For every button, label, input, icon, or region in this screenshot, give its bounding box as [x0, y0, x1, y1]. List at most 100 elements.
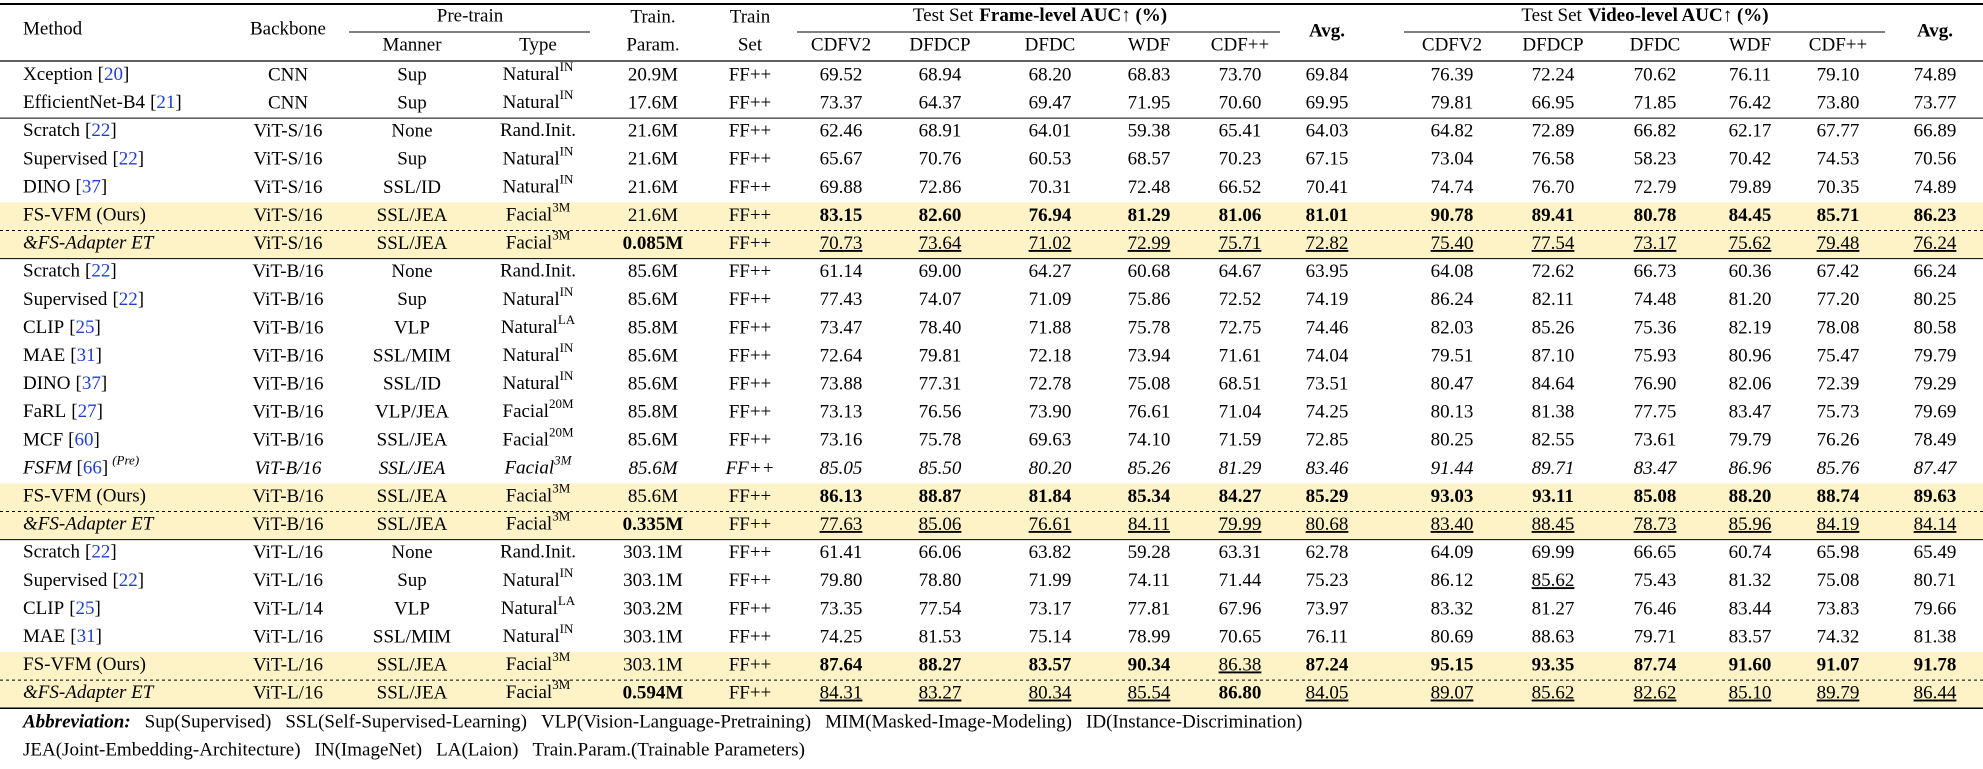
score-cell: 69.00: [919, 261, 962, 282]
score-cell: 72.48: [1128, 177, 1171, 198]
header-pretrain: Pre-train: [437, 5, 504, 26]
score-cell: 64.01: [1029, 121, 1072, 142]
cite-num: 25: [76, 317, 95, 338]
score-cell: 69.88: [820, 177, 863, 198]
score-cell: 65.67: [820, 149, 863, 170]
backbone-cell: ViT-L/14: [253, 598, 323, 619]
citation: [21]: [150, 92, 182, 113]
method-cell: FSFM [66] (Pre): [22, 453, 139, 479]
avg-cell: 78.49: [1914, 430, 1957, 451]
type-sup: IN: [560, 172, 574, 187]
score-cell: 70.31: [1029, 177, 1072, 198]
type-name: Facial: [506, 233, 552, 254]
avg-cell: 69.84: [1306, 64, 1349, 85]
params-cell: 303.2M: [623, 598, 683, 619]
score-cell: 64.27: [1029, 261, 1072, 282]
score-cell: 73.90: [1029, 402, 1072, 423]
footnote-item: MIM(Masked-Image-Modeling): [825, 712, 1072, 733]
type-cell: NaturalLA: [501, 593, 576, 619]
avg-cell: 70.41: [1306, 177, 1349, 198]
method-name: FaRL: [23, 402, 66, 423]
bracket: [: [69, 598, 75, 619]
params-cell: 21.6M: [628, 121, 678, 142]
type-name: Facial: [503, 402, 549, 423]
bracket: ]: [138, 570, 144, 591]
score-cell: 62.46: [820, 121, 863, 142]
method-name: &FS-Adapter ET: [23, 233, 155, 254]
avg-cell: 62.78: [1306, 542, 1349, 563]
score-cell: 81.20: [1729, 289, 1772, 310]
score-cell: 64.37: [919, 92, 962, 113]
score-cell: 73.83: [1817, 598, 1860, 619]
manner-cell: SSL/JEA: [379, 458, 446, 479]
method-cell: Supervised [22]: [23, 289, 144, 310]
avg-cell: 81.01: [1306, 205, 1349, 226]
score-cell: 64.08: [1431, 261, 1474, 282]
score-cell: 78.99: [1128, 626, 1171, 647]
avg-cell: 74.19: [1306, 289, 1349, 310]
manner-cell: SSL/JEA: [377, 205, 448, 226]
bracket: [: [70, 626, 76, 647]
method-cell: FS-VFM (Ours): [23, 654, 146, 675]
score-cell: 66.52: [1219, 177, 1262, 198]
avg-cell: 87.47: [1914, 458, 1958, 479]
score-cell: 73.35: [820, 598, 863, 619]
header-manner: Manner: [382, 34, 442, 55]
score-cell: 73.80: [1817, 92, 1860, 113]
method-name: MCF: [23, 430, 63, 451]
score-cell: 85.54: [1128, 683, 1171, 704]
score-cell: 75.71: [1219, 233, 1262, 254]
footnote-item: IN(ImageNet): [315, 740, 423, 761]
footnote-label: Abbreviation:: [22, 712, 131, 733]
score-cell: 85.26: [1532, 317, 1575, 338]
score-cell: 65.98: [1817, 542, 1860, 563]
score-cell: 82.60: [919, 205, 962, 226]
score-cell: 83.57: [1029, 654, 1072, 675]
train-set-cell: FF++: [729, 542, 772, 563]
avg-cell: 74.89: [1914, 64, 1957, 85]
score-cell: 87.10: [1532, 345, 1575, 366]
score-cell: 66.65: [1634, 542, 1677, 563]
avg-cell: 76.11: [1306, 626, 1348, 647]
score-cell: 72.99: [1128, 233, 1171, 254]
backbone-cell: ViT-B/16: [253, 514, 324, 535]
score-cell: 79.89: [1729, 177, 1772, 198]
score-cell: 76.61: [1128, 402, 1171, 423]
method-cell: Scratch [22]: [23, 261, 117, 282]
method-name: FSFM: [22, 458, 73, 479]
backbone-cell: ViT-S/16: [254, 205, 323, 226]
footnote-item: SSL(Self-Supervised-Learning): [285, 712, 527, 733]
method-name: CLIP: [23, 598, 64, 619]
footnote-item: ID(Instance-Discrimination): [1086, 712, 1302, 733]
train-set-cell: FF++: [729, 654, 772, 675]
citation: [22]: [112, 289, 144, 310]
method-name: MAE: [23, 626, 65, 647]
method-cell: MCF [60]: [23, 430, 100, 451]
score-cell: 72.62: [1532, 261, 1575, 282]
train-set-cell: FF++: [729, 64, 772, 85]
bracket: ]: [110, 542, 116, 563]
header-dataset: WDF: [1128, 34, 1170, 55]
type-name: Natural: [503, 177, 560, 198]
score-cell: 66.73: [1634, 261, 1677, 282]
header-prefix: Test Set: [913, 5, 974, 26]
type-cell: Rand.Init.: [500, 542, 576, 563]
citation: [22]: [112, 570, 144, 591]
score-cell: 71.85: [1634, 92, 1677, 113]
header-dataset: CDFV2: [1422, 34, 1482, 55]
backbone-cell: ViT-S/16: [254, 233, 323, 254]
score-cell: 83.32: [1431, 598, 1474, 619]
params-cell: 0.594M: [623, 683, 684, 704]
bracket: [: [71, 402, 77, 423]
score-cell: 84.31: [820, 683, 863, 704]
manner-cell: None: [391, 261, 432, 282]
train-set-cell: FF++: [729, 177, 772, 198]
type-cell: Facial3M: [506, 200, 571, 226]
score-cell: 71.61: [1219, 345, 1262, 366]
score-cell: 73.88: [820, 373, 863, 394]
avg-cell: 85.29: [1306, 486, 1349, 507]
score-cell: 88.20: [1729, 486, 1772, 507]
type-cell: Facial3M: [506, 481, 571, 507]
score-cell: 81.27: [1532, 598, 1575, 619]
score-cell: 79.81: [919, 345, 962, 366]
